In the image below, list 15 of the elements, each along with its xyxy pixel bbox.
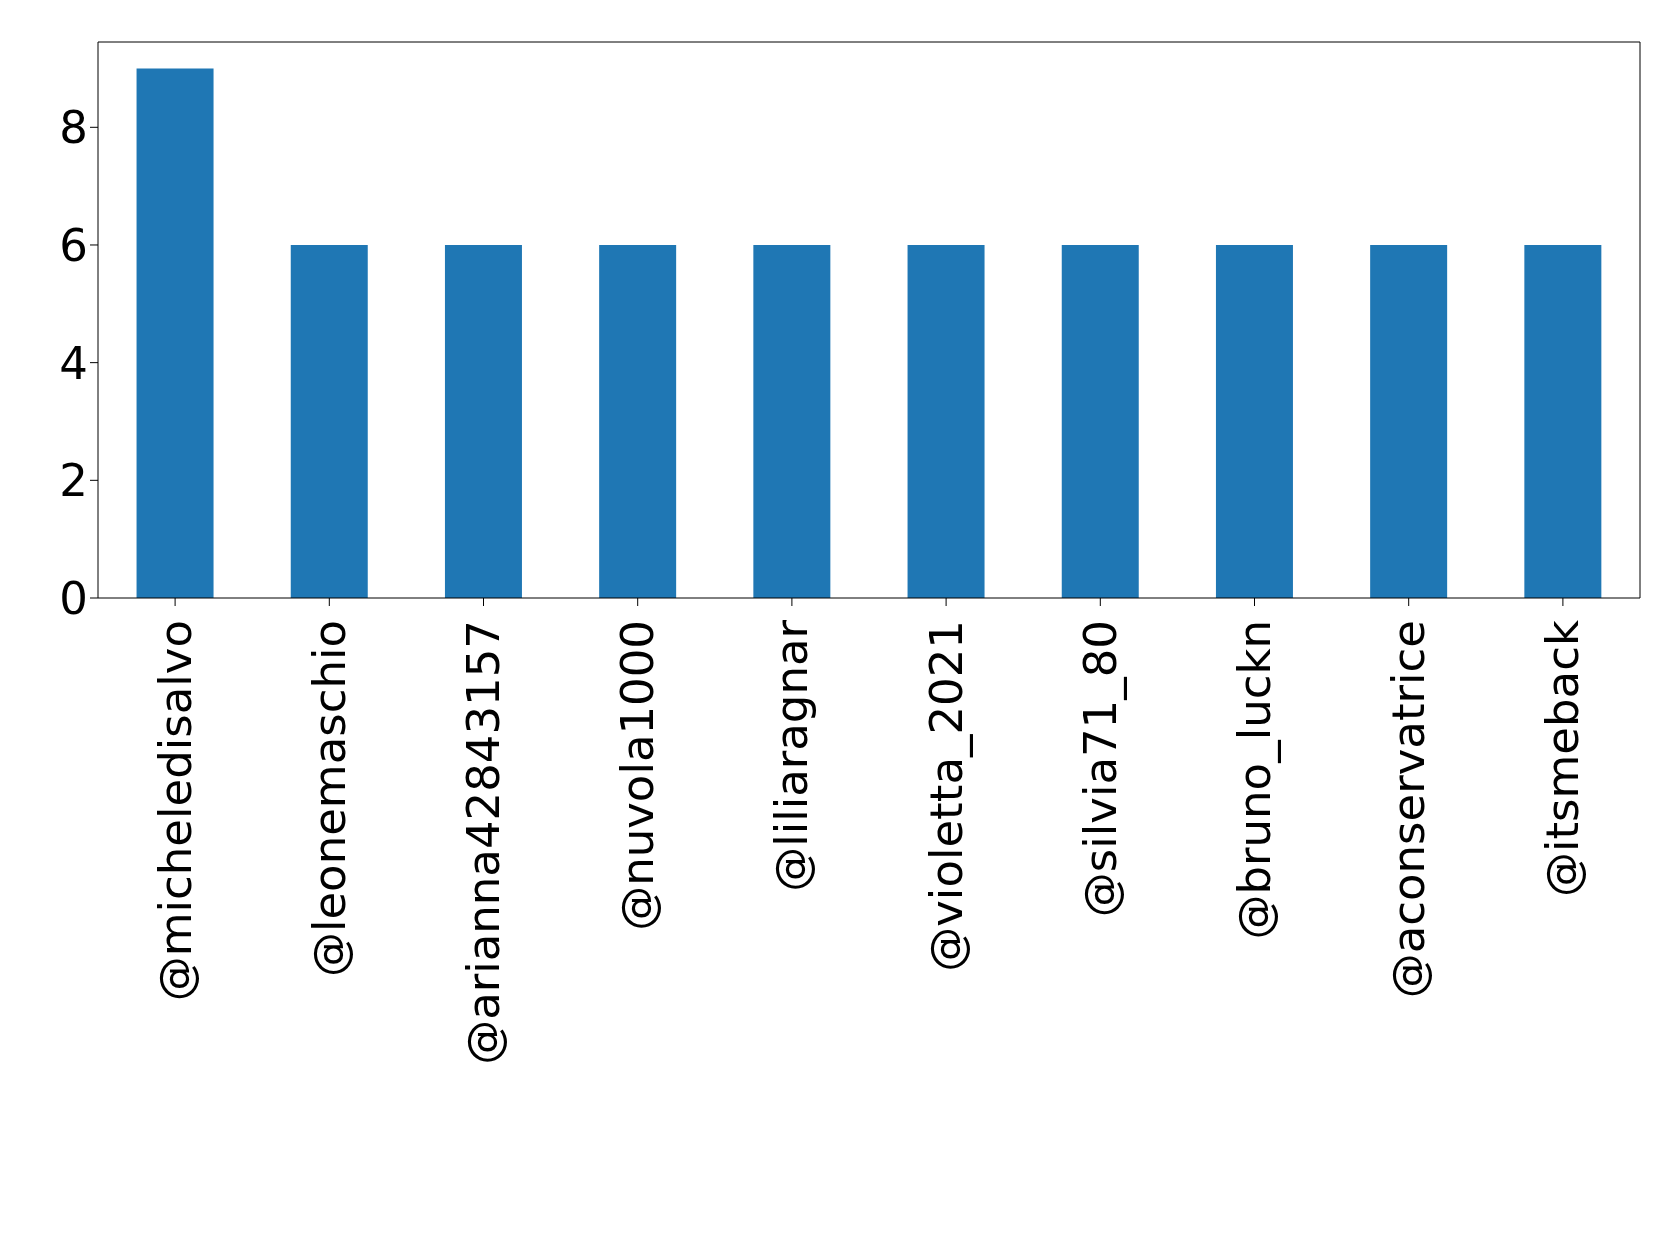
y-tick-label: 6 [59,218,88,272]
x-tick-label: @violetta_2021 [919,620,973,972]
x-tick-label: @leonemaschio [302,620,356,978]
y-tick-label: 2 [59,454,88,508]
y-tick-label: 4 [59,336,88,390]
y-tick-label: 8 [59,101,88,155]
x-tick-label: @arianna42843157 [457,620,510,1065]
x-tick-label: @aconservatrice [1382,620,1436,999]
y-tick-label: 0 [59,571,88,625]
x-tick-label: @liliaragnar [765,619,819,892]
x-tick-label: @silvia71_80 [1073,620,1127,918]
x-tick-label: @itsmeback [1536,620,1590,898]
x-tick-label: @bruno_luckn [1228,620,1281,940]
x-tick-label: @nuvola1000 [611,620,665,931]
x-tick-label: @micheledisalvo [148,620,202,1002]
